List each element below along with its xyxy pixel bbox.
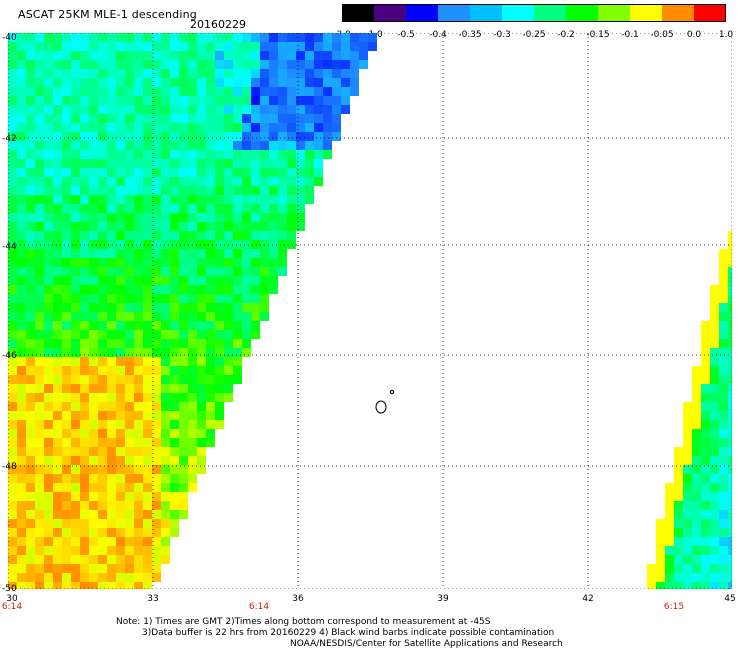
colorbar-frame bbox=[342, 4, 726, 22]
colorbar-swatch bbox=[662, 4, 695, 22]
colorbar-legend: -3.0-1.0-0.5-0.4-0.35-0.3-0.25-0.2-0.15-… bbox=[333, 4, 733, 40]
colorbar-swatch bbox=[438, 4, 471, 22]
colorbar-swatch bbox=[694, 4, 727, 22]
wind-map bbox=[7, 32, 737, 593]
time-label: 6:15 bbox=[663, 602, 685, 612]
colorbar-tick-label: -0.1 bbox=[621, 30, 639, 40]
longitude-label: 45 bbox=[724, 594, 736, 604]
map-title: ASCAT 25KM MLE-1 descending bbox=[18, 8, 197, 21]
colorbar-swatch bbox=[374, 4, 407, 22]
colorbar-tick-label: -0.2 bbox=[557, 30, 575, 40]
longitude-label: 33 bbox=[147, 594, 159, 604]
islet-outline bbox=[390, 390, 394, 394]
longitude-label: 30 bbox=[6, 594, 18, 604]
colorbar-swatch bbox=[598, 4, 631, 22]
note-line-3: NOAA/NESDIS/Center for Satellite Applica… bbox=[290, 639, 563, 649]
latitude-label: -40 bbox=[2, 33, 17, 43]
latitude-label: -50 bbox=[2, 584, 17, 594]
colorbar-tick-label: -0.4 bbox=[429, 30, 447, 40]
note-line-2: 3)Data buffer is 22 hrs from 20160229 4)… bbox=[142, 628, 555, 638]
longitude-label: 39 bbox=[437, 594, 449, 604]
colorbar-tick-label: 0.0 bbox=[686, 30, 702, 40]
note-line-1: Note: 1) Times are GMT 2)Times along bot… bbox=[116, 617, 491, 627]
colorbar-tick-label: -0.5 bbox=[397, 30, 415, 40]
colorbar-swatch bbox=[566, 4, 599, 22]
map-date: 20160229 bbox=[190, 18, 246, 31]
colorbar-tick-label: 1.0 bbox=[718, 30, 734, 40]
colorbar-swatch bbox=[502, 4, 535, 22]
colorbar-tick-label: -0.25 bbox=[522, 30, 546, 40]
time-label: 6:14 bbox=[248, 602, 270, 612]
colorbar-swatch bbox=[406, 4, 439, 22]
colorbar-tick-label: -0.15 bbox=[586, 30, 610, 40]
time-label: 6:14 bbox=[1, 602, 23, 612]
colorbar-swatch bbox=[630, 4, 663, 22]
colorbar-tick-label: -0.3 bbox=[493, 30, 511, 40]
latitude-label: -42 bbox=[2, 134, 17, 144]
latitude-label: -44 bbox=[2, 242, 17, 252]
data-swath-left bbox=[8, 33, 377, 591]
colorbar-swatches bbox=[342, 4, 727, 22]
colorbar-tick-label: -0.05 bbox=[650, 30, 674, 40]
data-swath-right bbox=[647, 231, 737, 591]
colorbar-swatch bbox=[342, 4, 375, 22]
map-canvas bbox=[7, 32, 737, 591]
latitude-label: -46 bbox=[2, 351, 17, 361]
longitude-label: 36 bbox=[292, 594, 304, 604]
colorbar-swatch bbox=[534, 4, 567, 22]
longitude-label: 42 bbox=[582, 594, 594, 604]
latitude-label: -48 bbox=[2, 462, 17, 472]
island-outline bbox=[375, 400, 387, 414]
colorbar-swatch bbox=[470, 4, 503, 22]
colorbar-tick-label: -0.35 bbox=[458, 30, 482, 40]
